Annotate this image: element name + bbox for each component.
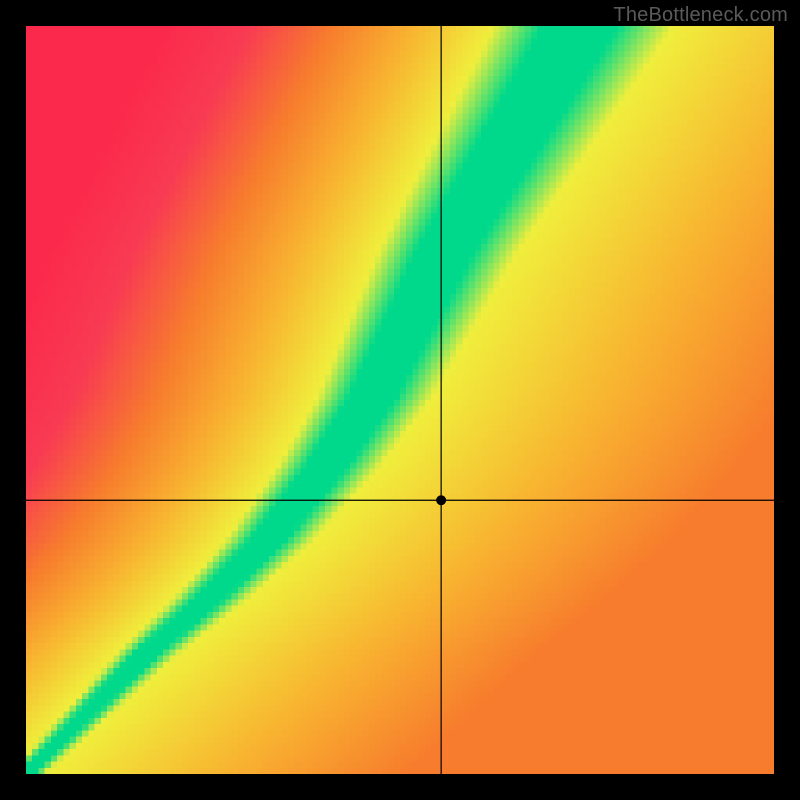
bottleneck-heatmap [26, 26, 774, 774]
watermark-text: TheBottleneck.com [613, 4, 788, 27]
chart-container [26, 26, 774, 774]
